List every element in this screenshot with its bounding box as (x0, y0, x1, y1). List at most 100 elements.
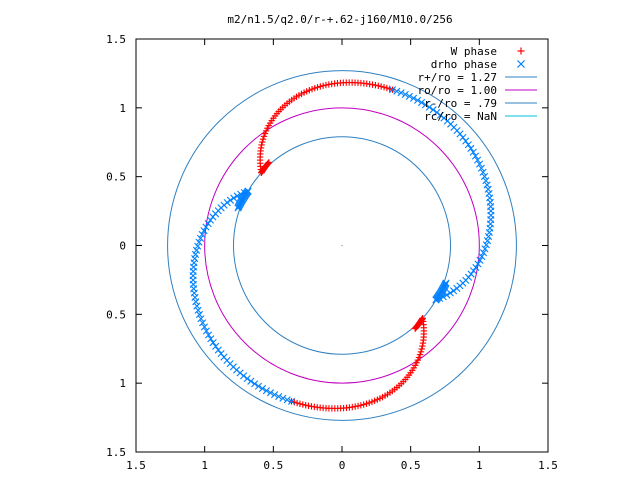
point-0-0-5 (375, 82, 382, 90)
point-1-1-51 (204, 219, 212, 228)
point-0-0-50 (262, 127, 270, 135)
point-1-1-24 (204, 331, 213, 339)
point-0-1-55 (419, 342, 426, 350)
point-0-0-22 (325, 81, 333, 88)
point-1-0-21 (464, 141, 472, 149)
point-0-0-26 (314, 84, 321, 91)
point-0-0-25 (317, 83, 324, 90)
point-1-0-59 (450, 287, 458, 295)
x-tick-label-1: 1 (201, 459, 208, 472)
point-1-1-49 (200, 227, 208, 235)
point-1-0-22 (467, 144, 475, 152)
point-1-0-31 (483, 181, 491, 189)
point-1-0-11 (433, 108, 441, 116)
point-1-1-28 (197, 315, 205, 323)
point-0-1-2 (293, 399, 301, 407)
point-1-1-45 (194, 242, 202, 250)
legend-label-5: rc/ro = NaN (424, 110, 497, 123)
point-1-1-31 (193, 302, 201, 310)
cluster-0-1-17 (419, 315, 426, 322)
circle-2 (233, 136, 451, 355)
legend-swatch-0 (517, 47, 525, 55)
origin-dot (341, 244, 343, 247)
point-1-0-49 (476, 256, 484, 264)
point-0-1-51 (415, 354, 423, 361)
y-tick-label-0: 1.5 (106, 33, 126, 46)
point-1-0-19 (459, 133, 467, 142)
x-tick-label-3: 0 (339, 459, 346, 472)
point-1-1-43 (191, 250, 200, 258)
point-1-1-46 (195, 238, 203, 246)
point-0-0-6 (372, 81, 379, 89)
point-0-0-2 (383, 84, 391, 92)
point-1-1-6 (262, 387, 270, 395)
point-0-0-52 (260, 133, 268, 140)
point-1-0-4 (405, 92, 414, 100)
point-1-0-10 (429, 106, 437, 114)
point-0-0-28 (308, 85, 316, 93)
radius-circles (167, 70, 517, 421)
point-0-0-3 (380, 83, 388, 91)
point-1-1-30 (194, 306, 202, 314)
point-0-1-53 (417, 348, 425, 356)
cluster-1-1-17 (244, 187, 252, 195)
point-1-1-29 (195, 310, 204, 319)
point-1-0-8 (421, 101, 430, 109)
point-1-0-28 (479, 168, 487, 176)
circle-1 (204, 107, 480, 384)
point-1-0-43 (484, 233, 493, 241)
x-tick-label-6: 1.5 (538, 459, 558, 472)
point-1-1-59 (226, 196, 234, 204)
point-1-0-9 (425, 103, 433, 111)
point-0-1-26 (363, 400, 370, 407)
y-tick-label-6: 1.5 (106, 446, 126, 459)
point-0-0-27 (311, 84, 318, 92)
point-1-0-50 (474, 260, 482, 268)
point-0-1-3 (296, 400, 304, 408)
point-1-0-2 (397, 89, 405, 97)
point-1-1-25 (202, 327, 211, 335)
point-1-0-25 (473, 156, 482, 164)
point-1-1-52 (206, 216, 215, 224)
point-1-0-46 (481, 245, 489, 253)
x-tick-label-5: 1 (476, 459, 483, 472)
point-0-0-4 (377, 83, 385, 90)
point-0-0-23 (322, 81, 330, 89)
point-1-0-29 (480, 172, 489, 181)
circle-0 (167, 70, 517, 421)
point-1-0-51 (472, 263, 480, 272)
point-1-0-24 (471, 152, 480, 160)
point-1-1-26 (200, 323, 209, 331)
point-1-0-7 (417, 98, 426, 107)
cluster-1-0-17 (432, 296, 440, 304)
point-1-0-3 (401, 90, 409, 99)
point-1-0-23 (469, 148, 477, 156)
point-1-1-32 (192, 298, 200, 306)
point-1-0-5 (409, 94, 418, 102)
legend-label-0: W phase (451, 45, 497, 58)
point-0-1-4 (299, 401, 307, 408)
point-1-0-30 (482, 177, 490, 185)
point-1-0-58 (453, 284, 461, 292)
point-1-0-27 (477, 164, 485, 172)
point-1-1-5 (266, 389, 275, 397)
point-1-0-6 (414, 96, 422, 104)
point-1-1-58 (223, 199, 231, 207)
point-1-1-44 (192, 246, 201, 254)
x-tick-label-4: 0.5 (401, 459, 421, 472)
point-1-1-60 (230, 194, 238, 202)
legend-label-3: ro/ro = 1.00 (418, 84, 497, 97)
point-1-0-45 (482, 241, 490, 249)
point-1-1-0 (287, 397, 296, 405)
legend-swatch-1 (517, 60, 525, 68)
point-0-0-53 (259, 135, 267, 143)
point-0-1-5 (302, 401, 309, 409)
point-1-0-47 (479, 249, 488, 257)
legend-label-2: r+/ro = 1.27 (418, 71, 497, 84)
point-1-1-2 (279, 394, 287, 402)
y-tick-label-3: 0 (119, 240, 126, 253)
point-1-1-50 (202, 223, 210, 231)
point-0-1-28 (368, 398, 376, 406)
